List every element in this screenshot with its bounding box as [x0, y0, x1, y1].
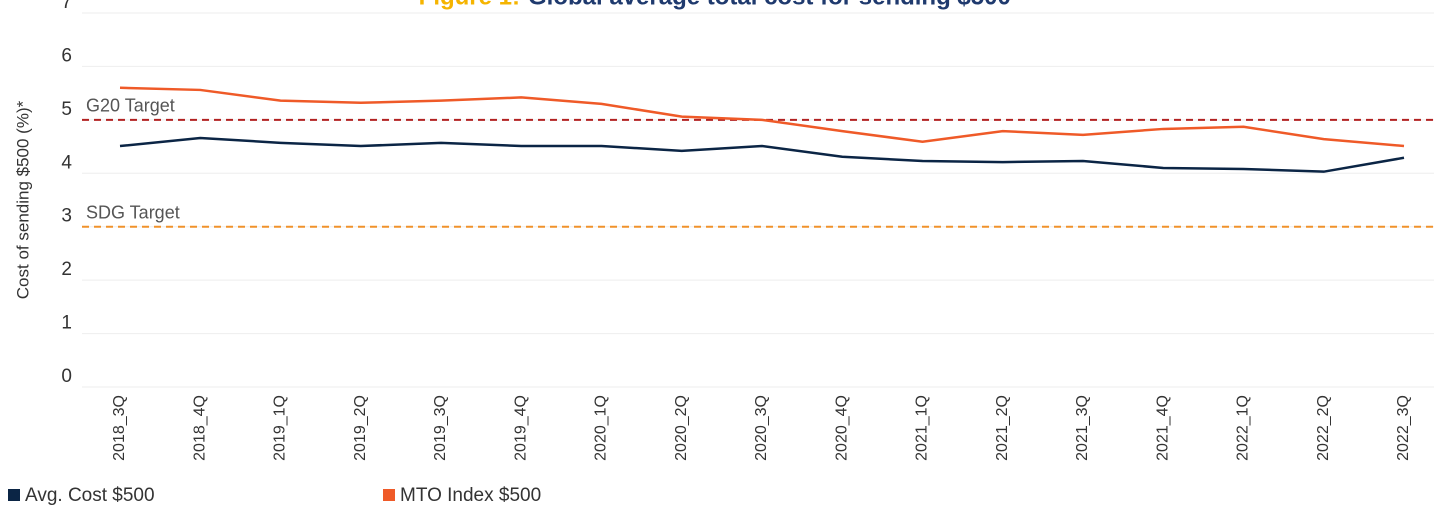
x-tick-label: 2019_3Q	[432, 395, 449, 461]
x-tick-label: 2019_4Q	[512, 395, 529, 461]
y-tick-label: 6	[61, 45, 72, 66]
series-line	[119, 136, 1405, 173]
reference-label: SDG Target	[86, 202, 180, 222]
y-tick-label: 5	[61, 99, 72, 120]
x-tick-label: 2021_3Q	[1074, 395, 1091, 461]
y-tick-label: 0	[61, 366, 72, 387]
x-tick-label: 2022_2Q	[1315, 395, 1332, 461]
x-tick-label: 2021_4Q	[1154, 395, 1171, 461]
legend-label: Avg. Cost $500	[25, 485, 155, 505]
y-tick-label: 4	[61, 152, 72, 173]
figure-label: Figure 1:	[419, 0, 520, 10]
x-tick-label: 2019_2Q	[352, 395, 369, 461]
x-tick-label: 2022_1Q	[1235, 395, 1252, 461]
x-tick-label: 2018_3Q	[111, 395, 128, 461]
x-tick-label: 2020_3Q	[753, 395, 770, 461]
y-tick-label: 3	[61, 206, 72, 227]
reference-label: G20 Target	[86, 96, 175, 116]
legend-label: MTO Index $500	[400, 485, 541, 505]
x-tick-label: 2021_2Q	[994, 395, 1011, 461]
y-tick-label: 1	[61, 313, 72, 334]
legend-swatch	[383, 489, 395, 501]
legend-swatch	[8, 489, 20, 501]
y-tick-label: 2	[61, 259, 72, 280]
chart-title: Global average total cost for sending $5…	[528, 0, 1011, 10]
x-tick-label: 2018_4Q	[191, 395, 208, 461]
x-tick-label: 2021_1Q	[914, 395, 931, 461]
y-tick-label: 7	[61, 0, 72, 13]
x-tick-label: 2020_4Q	[833, 395, 850, 461]
y-axis-label: Cost of sending $500 (%)*	[13, 100, 32, 299]
x-tick-label: 2022_3Q	[1395, 395, 1412, 461]
x-tick-label: 2020_2Q	[673, 395, 690, 461]
series-line	[119, 86, 1405, 148]
x-tick-label: 2020_1Q	[593, 395, 610, 461]
x-tick-label: 2019_1Q	[272, 395, 289, 461]
